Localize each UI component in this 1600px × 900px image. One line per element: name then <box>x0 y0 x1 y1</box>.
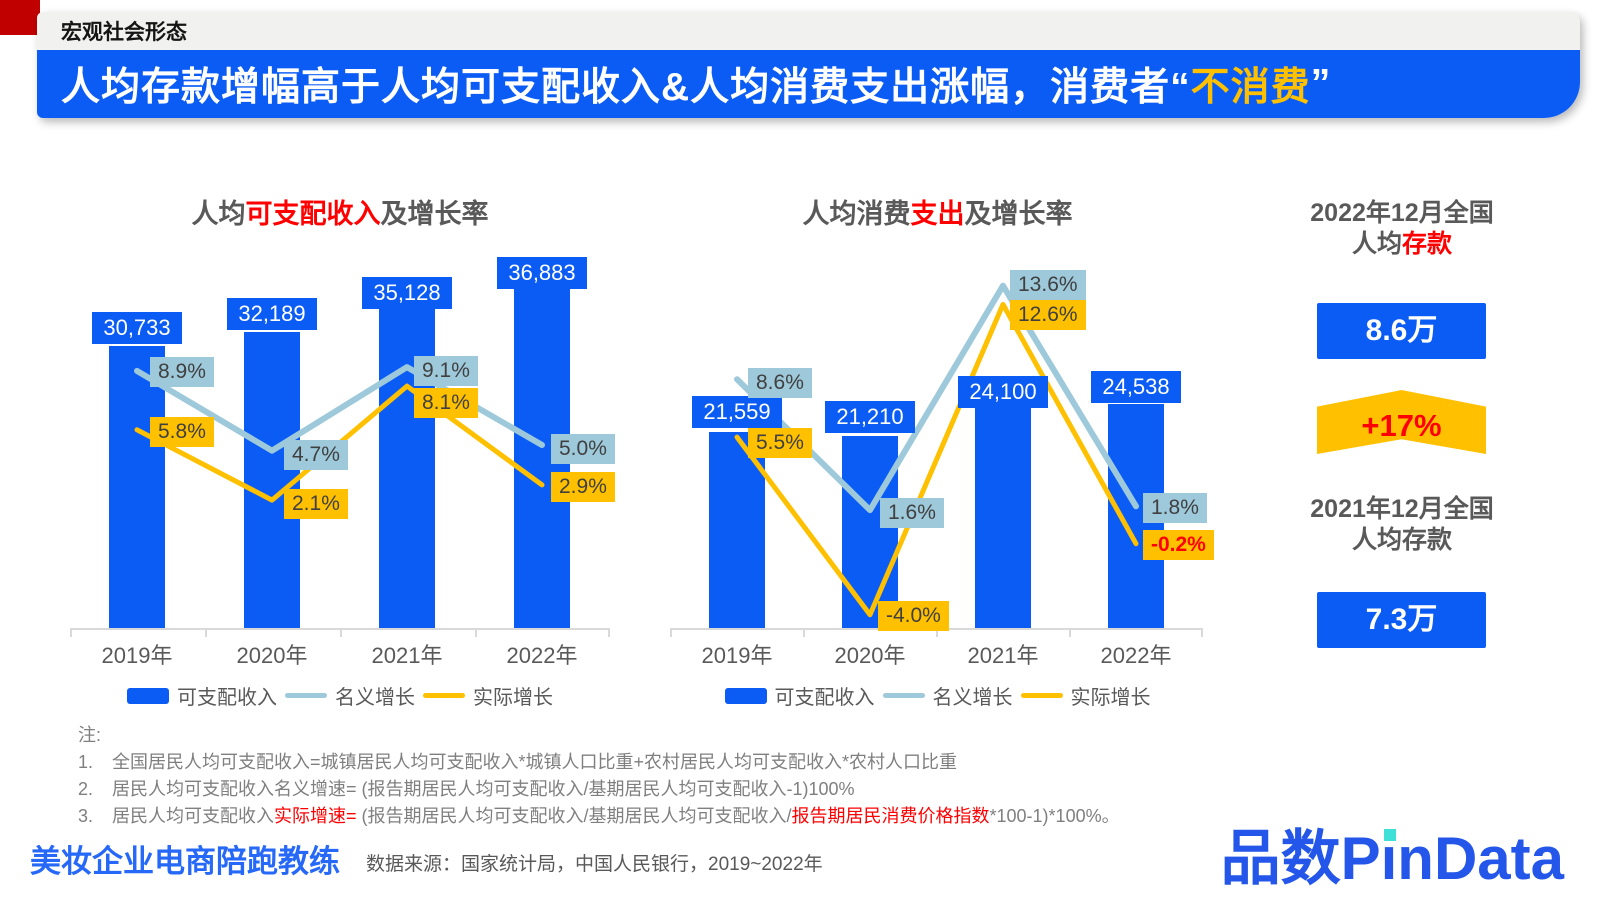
page-title-highlight: 不消费 <box>1190 66 1311 109</box>
pct-label-nominal: 1.8% <box>1143 493 1207 523</box>
footnote-2: 2. 居民人均可支配收入名义增速= (报告期居民人均可支配收入/基期居民人均可支配… <box>78 779 855 799</box>
bar-expense-2020 <box>842 436 898 628</box>
legend-line-swatch <box>285 693 327 698</box>
savings-2022-value: 8.6万 <box>1317 303 1486 359</box>
x-tick-label: 2020年 <box>236 643 308 668</box>
legend-label: 名义增长 <box>932 687 1013 709</box>
pct-label-real: 12.6% <box>1010 300 1086 330</box>
axis-tick <box>475 628 477 637</box>
legend-bar-swatch <box>724 687 767 704</box>
value-label: 30,733 <box>92 312 182 344</box>
pct-label-nominal: 4.7% <box>284 440 348 470</box>
logo-i: ı <box>1380 825 1398 892</box>
pct-label-nominal: 1.6% <box>880 498 944 528</box>
value-label: 24,100 <box>958 376 1048 408</box>
header-card: 宏观社会形态 人均存款增幅高于人均可支配收入&人均消费支出涨幅，消费者“ 不消费” <box>37 12 1580 118</box>
axis-tick <box>1201 628 1203 637</box>
value-label: 35,128 <box>362 277 452 309</box>
pct-label-real: 5.8% <box>150 417 214 447</box>
pct-label-real: 2.1% <box>284 489 348 519</box>
axis-tick <box>803 628 805 637</box>
pct-label-real: -4.0% <box>878 601 949 631</box>
x-tick-label: 2022年 <box>506 643 578 668</box>
x-tick-label: 2019年 <box>101 643 173 668</box>
axis-tick <box>608 628 610 637</box>
x-tick-label: 2022年 <box>1100 643 1172 668</box>
value-label: 24,538 <box>1091 371 1181 403</box>
value-label: 21,559 <box>692 396 782 428</box>
panel-title-2022: 2022年12月全国 人均存款 <box>1310 199 1494 258</box>
savings-change-badge: +17% <box>1317 390 1486 454</box>
corner-accent <box>0 0 40 35</box>
bar-expense-2019 <box>709 432 765 628</box>
legend-line-swatch <box>423 693 465 698</box>
axis-tick <box>1069 628 1071 637</box>
pct-label-nominal: 5.0% <box>551 434 615 464</box>
legend-right: 可支配收入 名义增长 实际增长 <box>670 681 1205 710</box>
x-tick-label: 2020年 <box>834 643 906 668</box>
panel-title-2021: 2021年12月全国 人均存款 <box>1310 495 1494 554</box>
pct-label-real: 2.9% <box>551 472 615 502</box>
legend-line-swatch <box>1020 693 1063 698</box>
section-tag-label: 宏观社会形态 <box>61 21 187 44</box>
section-tag: 宏观社会形态 <box>37 12 1580 50</box>
legend-label: 实际增长 <box>1070 687 1151 709</box>
x-tick-label: 2019年 <box>701 643 773 668</box>
page-title: 人均存款增幅高于人均可支配收入&人均消费支出涨幅，消费者“ <box>61 66 1191 109</box>
value-label: 36,883 <box>497 257 587 289</box>
legend-label: 实际增长 <box>473 687 553 709</box>
legend-label: 名义增长 <box>335 687 415 709</box>
savings-2021-value: 7.3万 <box>1317 592 1486 648</box>
axis-tick <box>670 628 672 637</box>
footnotes: 注: 1. 全国居民人均可支配收入=城镇居民人均可支配收入*城镇人口比重+农村居民… <box>78 722 1120 830</box>
value-label: 32,189 <box>227 298 317 330</box>
logo-i-dot <box>1383 829 1396 841</box>
title-banner: 人均存款增幅高于人均可支配收入&人均消费支出涨幅，消费者“ 不消费” <box>37 50 1580 118</box>
footnote-1: 1. 全国居民人均可支配收入=城镇居民人均可支配收入*城镇人口比重+农村居民人均可… <box>78 752 958 772</box>
pct-label-real: 8.1% <box>414 388 478 418</box>
legend-label: 可支配收入 <box>774 687 875 709</box>
bar-income-2019 <box>109 346 165 628</box>
x-tick-label: 2021年 <box>967 643 1039 668</box>
pct-label-nominal: 13.6% <box>1010 270 1086 300</box>
bar-income-2020 <box>244 332 300 628</box>
pct-label-nominal: 8.6% <box>748 368 812 398</box>
bar-income-2021 <box>379 305 435 628</box>
footnote-heading: 注: <box>78 725 102 745</box>
data-source: 数据来源：国家统计局，中国人民银行，2019~2022年 <box>366 854 823 875</box>
page-title-quote: ” <box>1310 62 1332 105</box>
axis-tick <box>205 628 207 637</box>
pct-label-real: 5.5% <box>748 428 812 458</box>
pindata-logo: 品数Pı nData <box>1220 825 1564 892</box>
pct-label-real-negative: -0.2% <box>1143 530 1214 560</box>
pct-label-nominal: 9.1% <box>414 356 478 386</box>
chart-title-income: 人均可支配收入及增长率 <box>191 199 489 229</box>
value-label: 21,210 <box>825 401 915 433</box>
legend-line-swatch <box>882 693 925 698</box>
legend-bar-swatch <box>127 687 169 704</box>
bar-expense-2021 <box>975 408 1031 628</box>
x-tick-label: 2021年 <box>371 643 443 668</box>
axis-tick <box>340 628 342 637</box>
footnote-3: 3. 居民人均可支配收入实际增速= (报告期居民人均可支配收入/基期居民人均可支配… <box>78 806 1120 826</box>
axis-tick <box>70 628 72 637</box>
chart-title-expense: 人均消费支出及增长率 <box>802 199 1073 229</box>
pct-label-nominal: 8.9% <box>150 357 214 387</box>
legend-left: 可支配收入 名义增长 实际增长 <box>70 681 610 710</box>
axis-tick <box>936 628 938 637</box>
brand-text: 美妆企业电商陪跑教练 <box>30 844 340 879</box>
legend-label: 可支配收入 <box>177 687 277 709</box>
